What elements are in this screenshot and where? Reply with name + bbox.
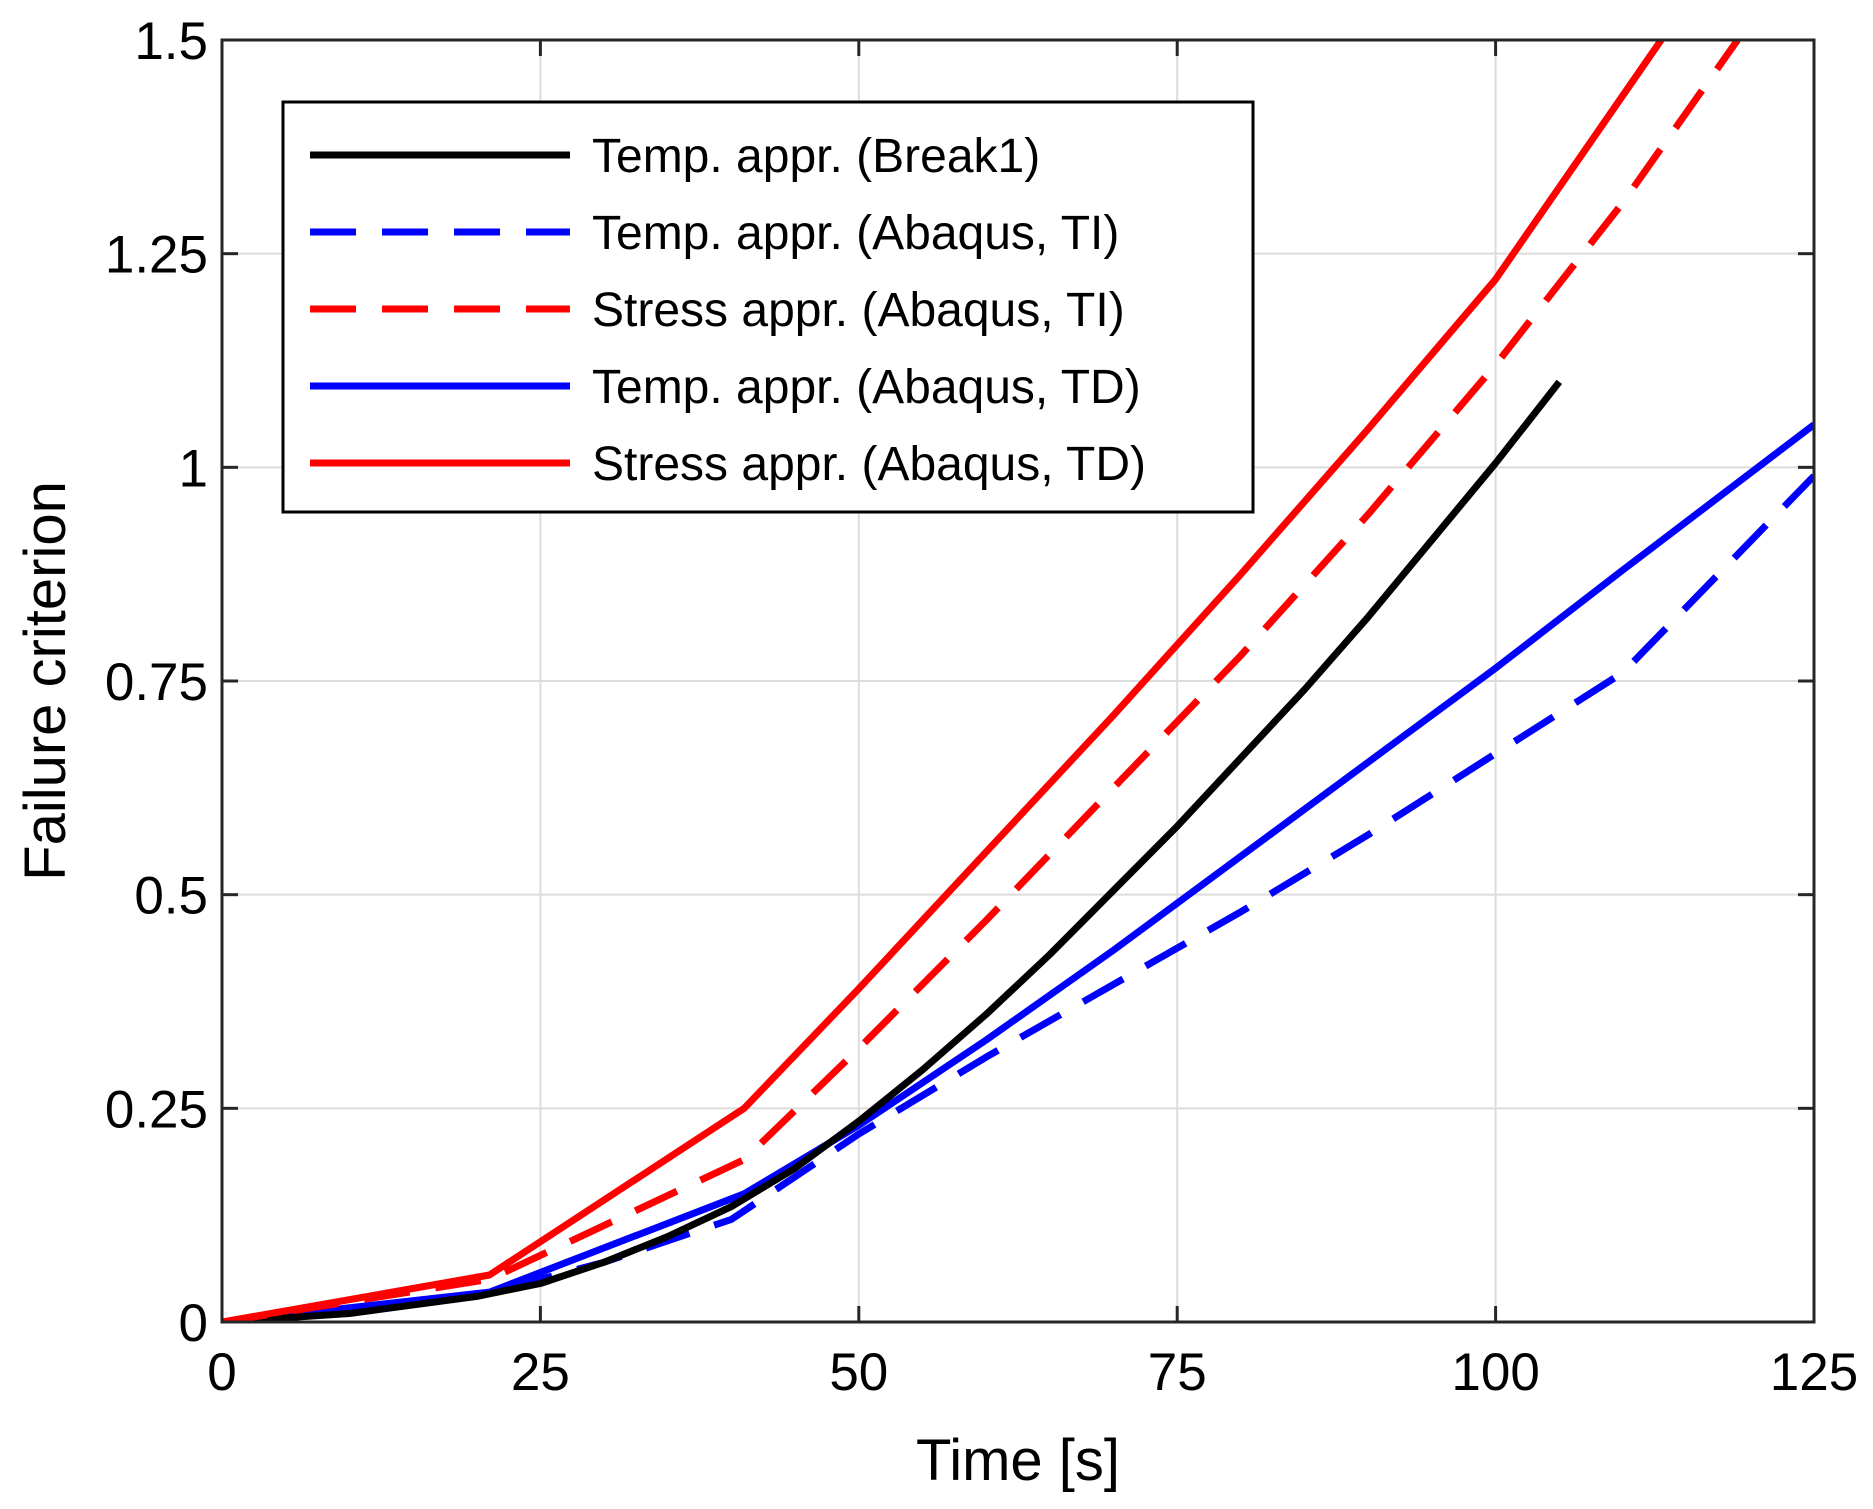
x-tick-label: 75 xyxy=(1148,1343,1207,1402)
legend-label-2: Stress appr. (Abaqus, TI) xyxy=(592,284,1125,337)
series-line-3 xyxy=(222,421,1814,1322)
series-line-0 xyxy=(222,379,1563,1322)
y-tick-label: 1.25 xyxy=(105,226,208,285)
series-line-2 xyxy=(222,40,1741,1322)
x-axis-title: Time [s] xyxy=(916,1428,1120,1493)
x-tick-label: 50 xyxy=(829,1343,888,1402)
x-tick-label: 100 xyxy=(1451,1343,1539,1402)
legend-label-0: Temp. appr. (Break1) xyxy=(592,130,1040,183)
legend: Temp. appr. (Break1) Temp. appr. (Abaqus,… xyxy=(281,100,1255,514)
y-tick-label: 1.5 xyxy=(134,12,208,71)
y-tick-label: 0.5 xyxy=(134,867,208,926)
x-tick-label: 25 xyxy=(511,1343,570,1402)
axis-ticks xyxy=(220,38,1816,1324)
y-tick-label: 0 xyxy=(179,1294,208,1353)
legend-label-3: Temp. appr. (Abaqus, TD) xyxy=(592,361,1141,414)
legend-label-4: Stress appr. (Abaqus, TD) xyxy=(592,438,1146,491)
legend-label-1: Temp. appr. (Abaqus, TI) xyxy=(592,207,1119,260)
y-tick-label: 0.25 xyxy=(105,1080,208,1139)
x-tick-label: 125 xyxy=(1770,1343,1858,1402)
legend-box xyxy=(281,100,1255,514)
y-axis-title: Failure criterion xyxy=(13,481,78,881)
series-layer xyxy=(222,40,1814,1322)
y-tick-label: 1 xyxy=(179,439,208,498)
x-tick-label: 0 xyxy=(207,1343,236,1402)
y-tick-label: 0.75 xyxy=(105,653,208,712)
tick-labels: 0 25 50 75 100 125 0 0.25 0.5 0.75 1 1.25 1.5 xyxy=(105,12,1858,1402)
series-line-4 xyxy=(222,40,1665,1322)
